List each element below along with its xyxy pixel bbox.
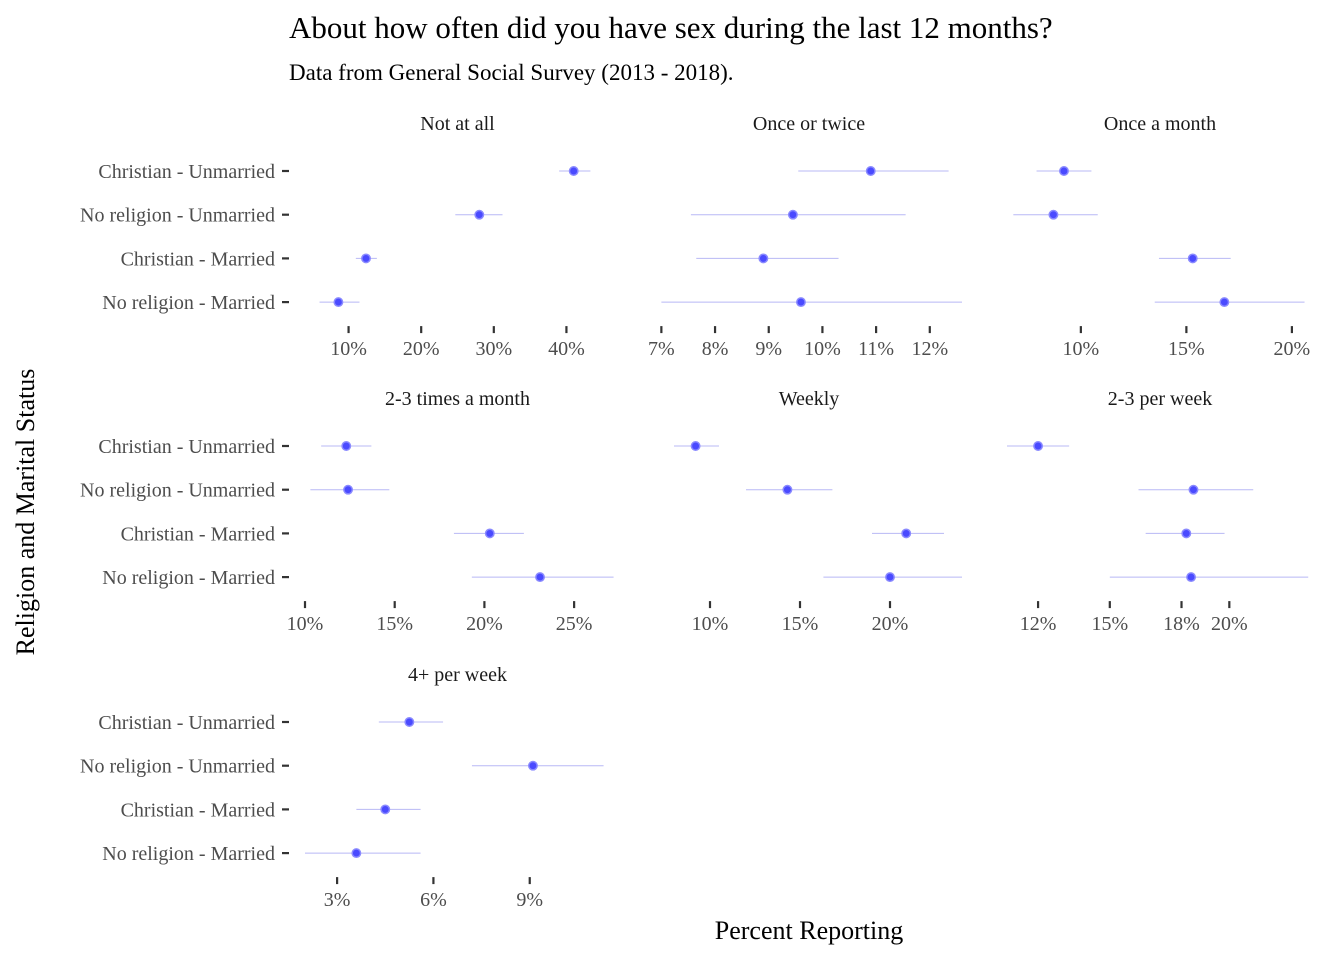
data-point bbox=[484, 528, 495, 539]
x-tick-label: 7% bbox=[648, 338, 675, 360]
data-point bbox=[568, 166, 579, 176]
panel-title: Once a month bbox=[1104, 113, 1216, 135]
x-tick-label: 3% bbox=[324, 889, 351, 911]
facet-panel-3: 2-3 times a month Christian - Unmarried No… bbox=[80, 388, 614, 635]
x-tick-label: 25% bbox=[556, 613, 593, 635]
panel-title: Weekly bbox=[779, 388, 840, 410]
x-tick-label: 10% bbox=[287, 613, 324, 635]
x-tick-label: 10% bbox=[1063, 338, 1100, 360]
data-point bbox=[341, 441, 352, 451]
data-point bbox=[343, 484, 354, 495]
data-point bbox=[474, 209, 485, 220]
x-tick-label: 10% bbox=[804, 338, 841, 360]
y-axis-title: Religion and Marital Status bbox=[11, 369, 40, 656]
category-label: No religion - Married bbox=[102, 292, 275, 314]
x-tick-label: 40% bbox=[548, 338, 585, 360]
x-tick-label: 9% bbox=[755, 338, 782, 360]
panel-title: Not at all bbox=[420, 113, 495, 135]
x-tick-label: 20% bbox=[1211, 613, 1248, 635]
data-point bbox=[527, 760, 538, 771]
data-point bbox=[885, 572, 895, 583]
data-point bbox=[333, 297, 344, 308]
facet-panel-0: Not at all Christian - Unmarried No religi… bbox=[80, 113, 591, 360]
facet-panel-5: 2-3 per week 12% 15% 18% 20% bbox=[1007, 388, 1309, 635]
x-tick-label: 11% bbox=[858, 338, 894, 360]
panel-title: Once or twice bbox=[753, 113, 865, 135]
data-point bbox=[1188, 484, 1199, 495]
x-tick-label: 15% bbox=[376, 613, 413, 635]
data-point bbox=[865, 166, 876, 176]
x-tick-label: 30% bbox=[475, 338, 512, 360]
category-label: Christian - Unmarried bbox=[98, 436, 275, 458]
category-label: No religion - Unmarried bbox=[80, 756, 275, 778]
facet-panel-6: 4+ per week Christian - Unmarried No relig… bbox=[80, 664, 604, 911]
facet-panels: Not at all Christian - Unmarried No religi… bbox=[80, 113, 1310, 911]
panel-title: 4+ per week bbox=[408, 664, 507, 686]
x-tick-label: 8% bbox=[702, 338, 729, 360]
facet-panel-1: Once or twice 7% 8% 9% 10% 11% 12% bbox=[648, 113, 962, 360]
data-point bbox=[361, 253, 371, 264]
x-tick-label: 18% bbox=[1163, 613, 1200, 635]
x-tick-label: 9% bbox=[516, 889, 543, 911]
x-tick-label: 20% bbox=[403, 338, 440, 360]
category-label: No religion - Unmarried bbox=[80, 480, 275, 502]
x-tick-label: 20% bbox=[1274, 338, 1311, 360]
data-point bbox=[901, 528, 912, 539]
data-point bbox=[690, 441, 701, 451]
data-point bbox=[1181, 528, 1192, 539]
x-tick-label: 12% bbox=[911, 338, 948, 360]
chart-title: About how often did you have sex during … bbox=[289, 10, 1053, 45]
data-point bbox=[351, 848, 362, 859]
x-tick-label: 20% bbox=[872, 613, 909, 635]
data-point bbox=[1219, 297, 1230, 308]
x-tick-label: 6% bbox=[420, 889, 447, 911]
data-point bbox=[758, 253, 769, 264]
facet-panel-2: Once a month 10% 15% 20% bbox=[1013, 113, 1310, 360]
category-label: No religion - Married bbox=[102, 843, 275, 865]
x-tick-label: 15% bbox=[1168, 338, 1205, 360]
category-label: Christian - Unmarried bbox=[98, 712, 275, 734]
x-tick-label: 10% bbox=[330, 338, 367, 360]
data-point bbox=[795, 297, 806, 308]
data-point bbox=[782, 484, 793, 495]
x-tick-label: 20% bbox=[466, 613, 503, 635]
data-point bbox=[404, 717, 415, 727]
panel-title: 2-3 per week bbox=[1108, 388, 1212, 410]
category-label: No religion - Married bbox=[102, 567, 275, 589]
category-label: Christian - Married bbox=[121, 248, 275, 270]
data-point bbox=[1048, 209, 1059, 220]
x-tick-label: 15% bbox=[1091, 613, 1128, 635]
category-label: Christian - Married bbox=[121, 799, 275, 821]
x-tick-label: 15% bbox=[782, 613, 819, 635]
x-axis-title: Percent Reporting bbox=[715, 916, 903, 945]
x-tick-label: 12% bbox=[1020, 613, 1057, 635]
data-point bbox=[787, 209, 798, 220]
category-label: Christian - Unmarried bbox=[98, 161, 275, 183]
data-point bbox=[1186, 572, 1197, 583]
panel-title: 2-3 times a month bbox=[385, 388, 530, 410]
data-point bbox=[1059, 166, 1069, 176]
data-point bbox=[380, 804, 391, 815]
facet-panel-4: Weekly 10% 15% 20% bbox=[674, 388, 962, 635]
data-point bbox=[1187, 253, 1198, 264]
chart-subtitle: Data from General Social Survey (2013 - … bbox=[289, 60, 734, 85]
x-tick-label: 10% bbox=[692, 613, 729, 635]
data-point bbox=[535, 572, 545, 583]
category-label: No religion - Unmarried bbox=[80, 205, 275, 227]
data-point bbox=[1033, 441, 1044, 451]
category-label: Christian - Married bbox=[121, 523, 275, 545]
